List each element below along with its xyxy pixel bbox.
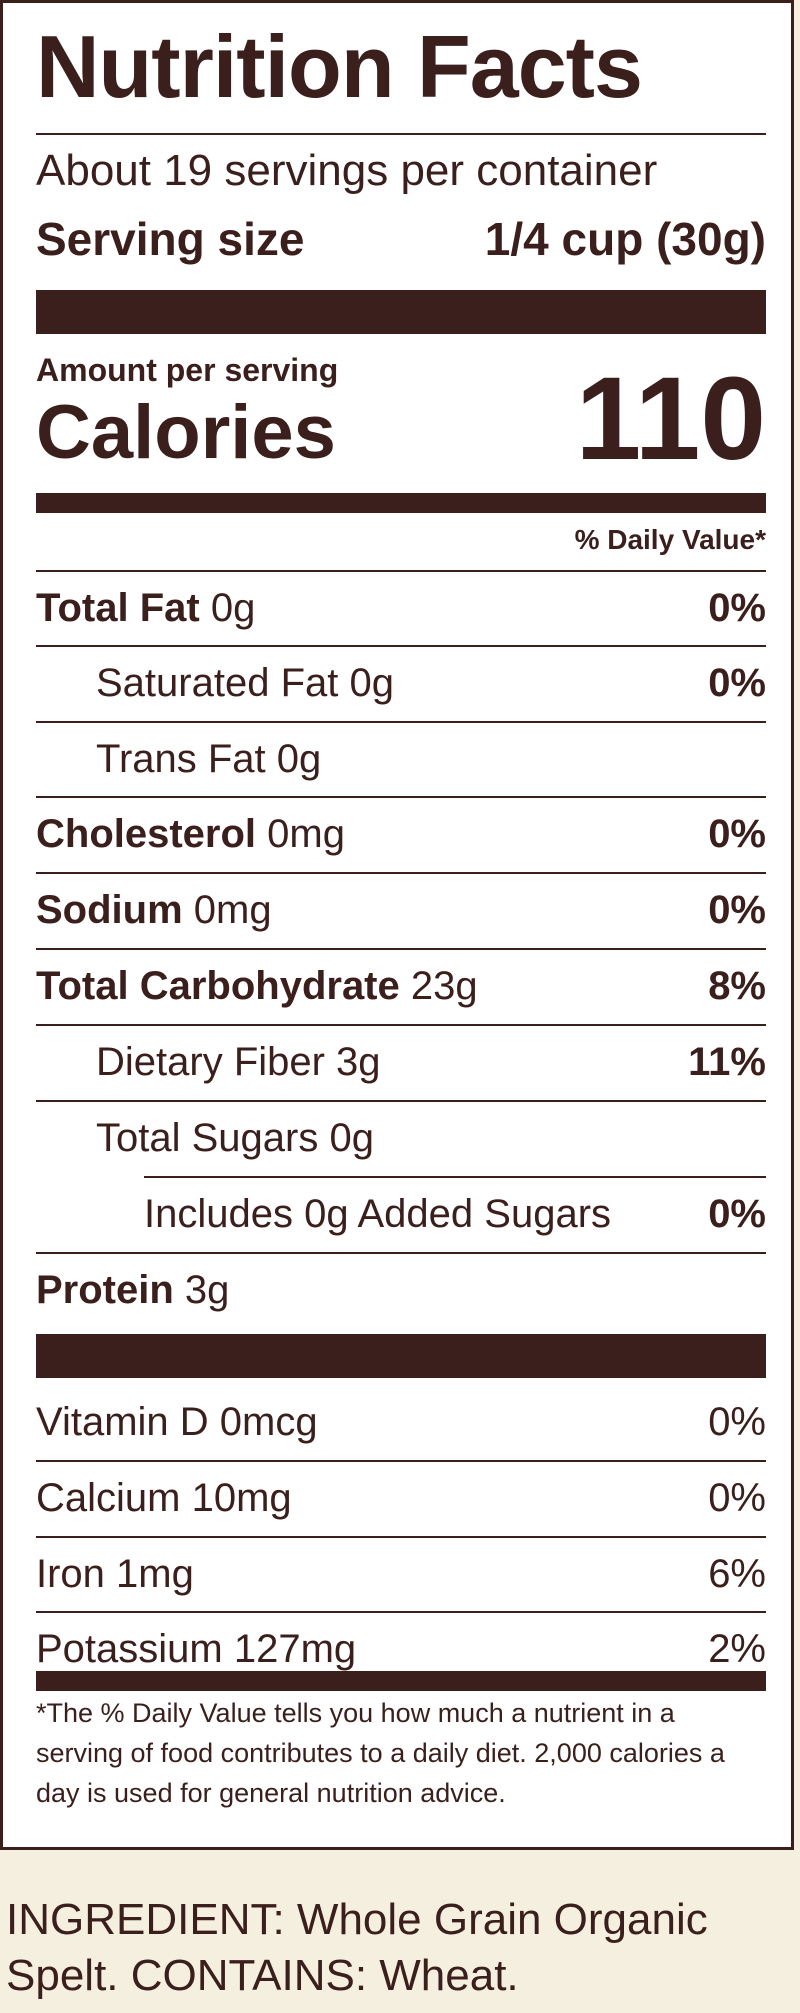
thick-divider (36, 290, 766, 334)
nutrient-row: Total Sugars 0g (96, 1101, 766, 1175)
nutrient-label: Total Fat (36, 585, 200, 630)
nutrient-daily-value: 0% (708, 1191, 766, 1236)
vitamin-row: Calcium 10mg 0% (36, 1461, 766, 1535)
daily-value-header: % Daily Value* (574, 524, 766, 555)
nutrient-daily-value: 0% (708, 660, 766, 705)
nutrient-daily-value: 8% (708, 963, 766, 1008)
nutrient-amount: Dietary Fiber 3g (96, 1039, 381, 1084)
serving-size-row: Serving size 1/4 cup (30g) (36, 211, 766, 267)
thick-divider (36, 1334, 766, 1378)
nutrient-name: Includes 0g Added Sugars (144, 1192, 611, 1237)
servings-per-container: About 19 servings per container (36, 146, 658, 195)
nutrient-row: Total Fat 0g 0% (36, 571, 766, 645)
nutrient-daily-value: 0% (708, 811, 766, 856)
divider (36, 1100, 766, 1102)
serving-size-label: Serving size (36, 213, 305, 265)
nutrient-row: Sodium 0mg 0% (36, 873, 766, 947)
nutrient-row: Dietary Fiber 3g 11% (96, 1025, 766, 1099)
divider (36, 1460, 766, 1462)
nutrient-name: Dietary Fiber 3g (96, 1040, 381, 1085)
nutrient-amount: 0g (199, 585, 256, 630)
medium-divider (36, 1671, 766, 1691)
vitamin-row: Vitamin D 0mcg 0% (36, 1385, 766, 1459)
nutrient-row: Protein 3g (36, 1253, 766, 1327)
divider (36, 948, 766, 950)
divider (36, 796, 766, 798)
nutrient-amount: Total Sugars 0g (96, 1115, 374, 1160)
nutrient-name: Total Sugars 0g (96, 1116, 374, 1161)
nutrient-row: Cholesterol 0mg 0% (36, 797, 766, 871)
serving-size-value: 1/4 cup (30g) (484, 213, 766, 265)
calories-value: 110 (575, 353, 766, 485)
nutrient-label: Sodium (36, 887, 183, 932)
divider (36, 1252, 766, 1254)
nutrient-amount: Saturated Fat 0g (96, 660, 394, 705)
vitamin-row: Iron 1mg 6% (36, 1537, 766, 1611)
divider (36, 1536, 766, 1538)
nutrient-daily-value: 11% (688, 1039, 766, 1084)
nutrient-name: Total Carbohydrate 23g (36, 964, 478, 1009)
daily-value-footnote: *The % Daily Value tells you how much a … (36, 1698, 725, 1808)
nutrient-amount: 23g (399, 963, 478, 1008)
divider (36, 645, 766, 647)
divider (36, 1611, 766, 1613)
nutrition-facts-panel: Nutrition Facts About 19 servings per co… (0, 0, 794, 1850)
nutrition-facts-title: Nutrition Facts (36, 17, 643, 116)
vitamin-name: Iron 1mg (36, 1551, 194, 1596)
nutrient-name: Protein 3g (36, 1268, 229, 1313)
nutrient-amount: Includes 0g Added Sugars (144, 1191, 612, 1236)
nutrient-name: Sodium 0mg (36, 888, 272, 933)
vitamin-daily-value: 0% (708, 1475, 766, 1520)
nutrient-label: Protein (36, 1267, 174, 1312)
nutrient-name: Cholesterol 0mg (36, 812, 345, 857)
divider (36, 133, 766, 135)
nutrient-name: Trans Fat 0g (96, 737, 321, 782)
divider (144, 1176, 766, 1178)
calories-label: Calories (36, 390, 336, 475)
nutrient-name: Saturated Fat 0g (96, 661, 394, 706)
vitamin-name: Calcium 10mg (36, 1475, 292, 1520)
divider (36, 1024, 766, 1026)
nutrient-amount: Trans Fat 0g (96, 736, 322, 781)
ingredients-statement: INGREDIENT: Whole Grain Organic Spelt. C… (6, 1895, 708, 2000)
amount-per-serving: Amount per serving (36, 352, 339, 388)
vitamin-daily-value: 6% (708, 1551, 766, 1596)
nutrient-daily-value: 0% (708, 585, 766, 630)
nutrient-label: Total Carbohydrate (36, 963, 400, 1008)
nutrient-daily-value: 0% (708, 887, 766, 932)
nutrient-amount: 0mg (182, 887, 272, 932)
vitamin-name: Vitamin D 0mcg (36, 1399, 318, 1444)
vitamin-name: Potassium 127mg (36, 1626, 357, 1671)
nutrient-row: Includes 0g Added Sugars 0% (144, 1177, 766, 1251)
divider (36, 570, 766, 572)
nutrient-name: Total Fat 0g (36, 586, 255, 631)
nutrient-amount: 3g (173, 1267, 230, 1312)
vitamin-daily-value: 0% (708, 1399, 766, 1444)
divider (36, 721, 766, 723)
vitamin-daily-value: 2% (708, 1626, 766, 1671)
medium-divider (36, 493, 766, 513)
nutrient-label: Cholesterol (36, 811, 257, 856)
nutrient-amount: 0mg (256, 811, 345, 856)
nutrient-row: Saturated Fat 0g 0% (96, 646, 766, 720)
nutrient-row: Trans Fat 0g (96, 722, 766, 796)
vitamin-row: Potassium 127mg 2% (36, 1612, 766, 1686)
nutrient-row: Total Carbohydrate 23g 8% (36, 949, 766, 1023)
divider (36, 872, 766, 874)
